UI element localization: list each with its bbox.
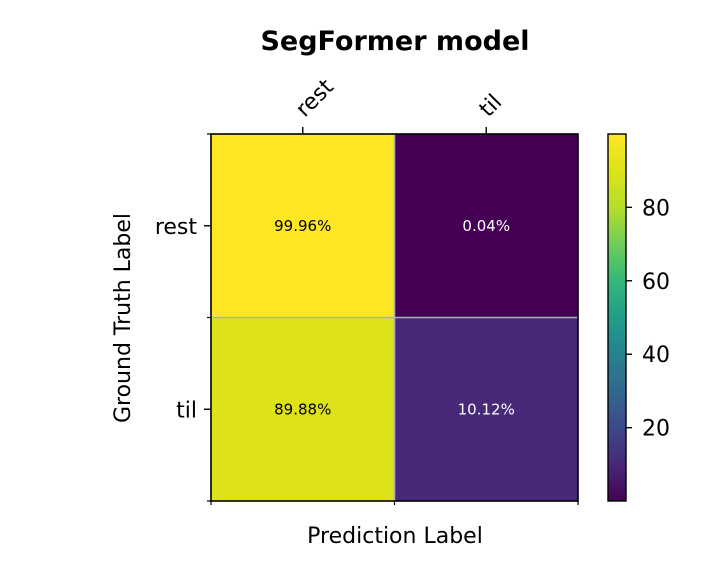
cell-value-rest-rest: 99.96% — [274, 217, 331, 235]
y-tick-label-til: til — [176, 398, 197, 423]
x-tick-label-rest: rest — [291, 74, 339, 122]
heatmap-cell-rest-til — [394, 134, 578, 318]
heatmap-cells — [211, 134, 578, 501]
cell-value-til-rest: 89.88% — [274, 400, 331, 418]
y-tick-label-rest: rest — [155, 215, 198, 240]
cell-value-rest-til: 0.04% — [462, 217, 510, 235]
colorbar-ticks: 20 40 60 80 — [626, 196, 670, 442]
heatmap-cell-til-rest — [211, 317, 395, 501]
heatmap-grid — [211, 134, 578, 501]
colorbar-tick-label: 20 — [642, 417, 670, 442]
chart-title: SegFormer model — [260, 26, 529, 57]
cell-labels: 99.96% 0.04% 89.88% 10.12% — [274, 217, 515, 419]
cell-value-til-til: 10.12% — [458, 400, 515, 418]
axis-ticks — [204, 127, 579, 505]
x-tick-label-til: til — [475, 90, 507, 122]
heatmap-cell-til-til — [394, 317, 578, 501]
colorbar-tick-label: 60 — [642, 270, 670, 295]
y-axis-label: Ground Truth Label — [111, 213, 136, 423]
colorbar-tick-label: 80 — [642, 196, 670, 221]
x-axis-label: Prediction Label — [307, 524, 483, 549]
heatmap-cell-rest-rest — [211, 134, 395, 318]
colorbar-tick-label: 40 — [642, 343, 670, 368]
colorbar — [607, 133, 627, 502]
